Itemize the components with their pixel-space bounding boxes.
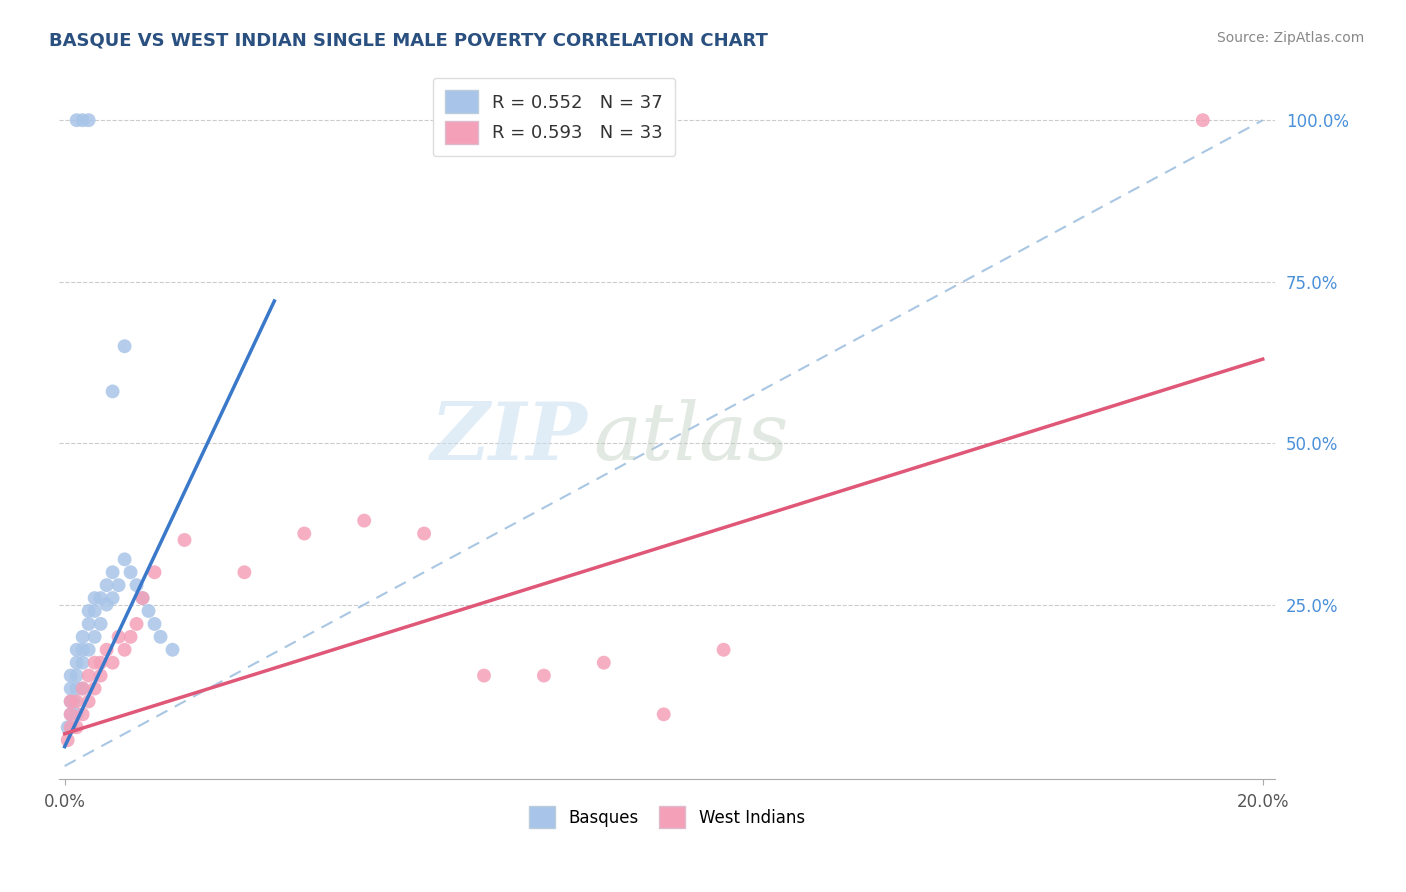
Point [66,668,89,682]
Point [533,668,555,682]
Point [77,694,100,708]
Point [125,616,148,631]
Point [83,630,105,644]
Point [72,707,94,722]
Point [114,642,136,657]
Point [96,578,118,592]
Point [59,720,82,734]
Point [233,566,256,580]
Point [72,630,94,644]
Point [107,630,129,644]
Point [143,616,166,631]
Point [143,566,166,580]
Point [66,113,89,128]
Point [83,591,105,606]
Point [114,552,136,566]
Point [125,578,148,592]
Point [101,384,124,399]
Point [77,616,100,631]
Point [90,656,112,670]
Point [120,566,142,580]
Point [62,694,84,708]
Point [292,526,315,541]
Point [101,591,124,606]
Point [59,694,82,708]
Point [56,720,79,734]
Point [90,668,112,682]
Point [83,656,105,670]
Point [56,733,79,747]
Point [77,604,100,618]
Point [83,604,105,618]
Point [90,616,112,631]
Text: BASQUE VS WEST INDIAN SINGLE MALE POVERTY CORRELATION CHART: BASQUE VS WEST INDIAN SINGLE MALE POVERT… [49,31,768,49]
Point [59,681,82,696]
Point [413,526,436,541]
Text: ZIP: ZIP [430,400,588,476]
Point [138,604,160,618]
Point [96,642,118,657]
Point [101,566,124,580]
Point [77,668,100,682]
Point [162,642,184,657]
Point [131,591,153,606]
Point [59,720,82,734]
Point [713,642,735,657]
Point [1191,113,1213,128]
Point [107,578,129,592]
Point [72,681,94,696]
Point [131,591,153,606]
Point [173,533,195,547]
Point [59,707,82,722]
Point [149,630,172,644]
Point [66,642,89,657]
Point [120,630,142,644]
Point [353,514,375,528]
Point [592,656,614,670]
Point [114,339,136,353]
Point [90,591,112,606]
Text: atlas: atlas [593,400,789,476]
Point [66,694,89,708]
Point [72,656,94,670]
Text: Source: ZipAtlas.com: Source: ZipAtlas.com [1216,31,1364,45]
Point [66,656,89,670]
Point [101,656,124,670]
Point [472,668,495,682]
Point [72,681,94,696]
Point [652,707,675,722]
Point [77,642,100,657]
Legend: Basques, West Indians: Basques, West Indians [522,800,811,835]
Point [59,668,82,682]
Point [66,720,89,734]
Point [83,681,105,696]
Point [96,598,118,612]
Point [66,707,89,722]
Point [72,113,94,128]
Point [59,707,82,722]
Point [66,681,89,696]
Point [59,694,82,708]
Point [72,642,94,657]
Point [77,113,100,128]
